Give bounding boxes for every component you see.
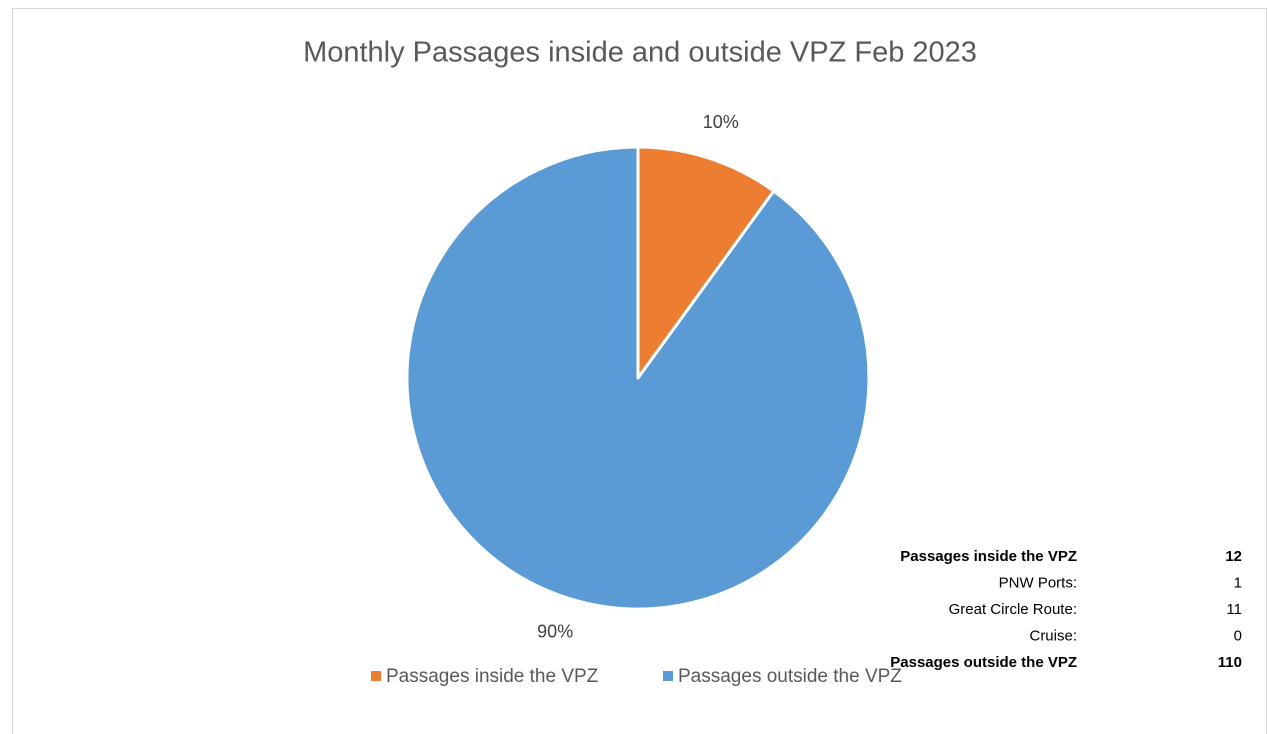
table-label: Cruise: [1029, 627, 1077, 644]
data-label: 90% [537, 622, 573, 642]
legend-label: Passages outside the VPZ [678, 666, 902, 687]
legend-label: Passages inside the VPZ [386, 666, 599, 687]
table-value: 12 [1225, 548, 1242, 565]
table-value: 11 [1226, 601, 1242, 618]
table-value: 0 [1234, 627, 1242, 644]
table-label: PNW Ports: [999, 574, 1077, 591]
table-label: Great Circle Route: [949, 601, 1077, 618]
legend-swatch [371, 671, 381, 681]
legend-swatch [663, 671, 673, 681]
table-value: 110 [1218, 654, 1242, 671]
table-label: Passages inside the VPZ [900, 548, 1077, 565]
data-label: 10% [703, 112, 739, 132]
table-value: 1 [1234, 574, 1242, 591]
chart-title: Monthly Passages inside and outside VPZ … [303, 37, 977, 69]
pie-slice [636, 145, 776, 380]
pie-slice [405, 145, 871, 611]
table-label: Passages outside the VPZ [890, 654, 1077, 671]
